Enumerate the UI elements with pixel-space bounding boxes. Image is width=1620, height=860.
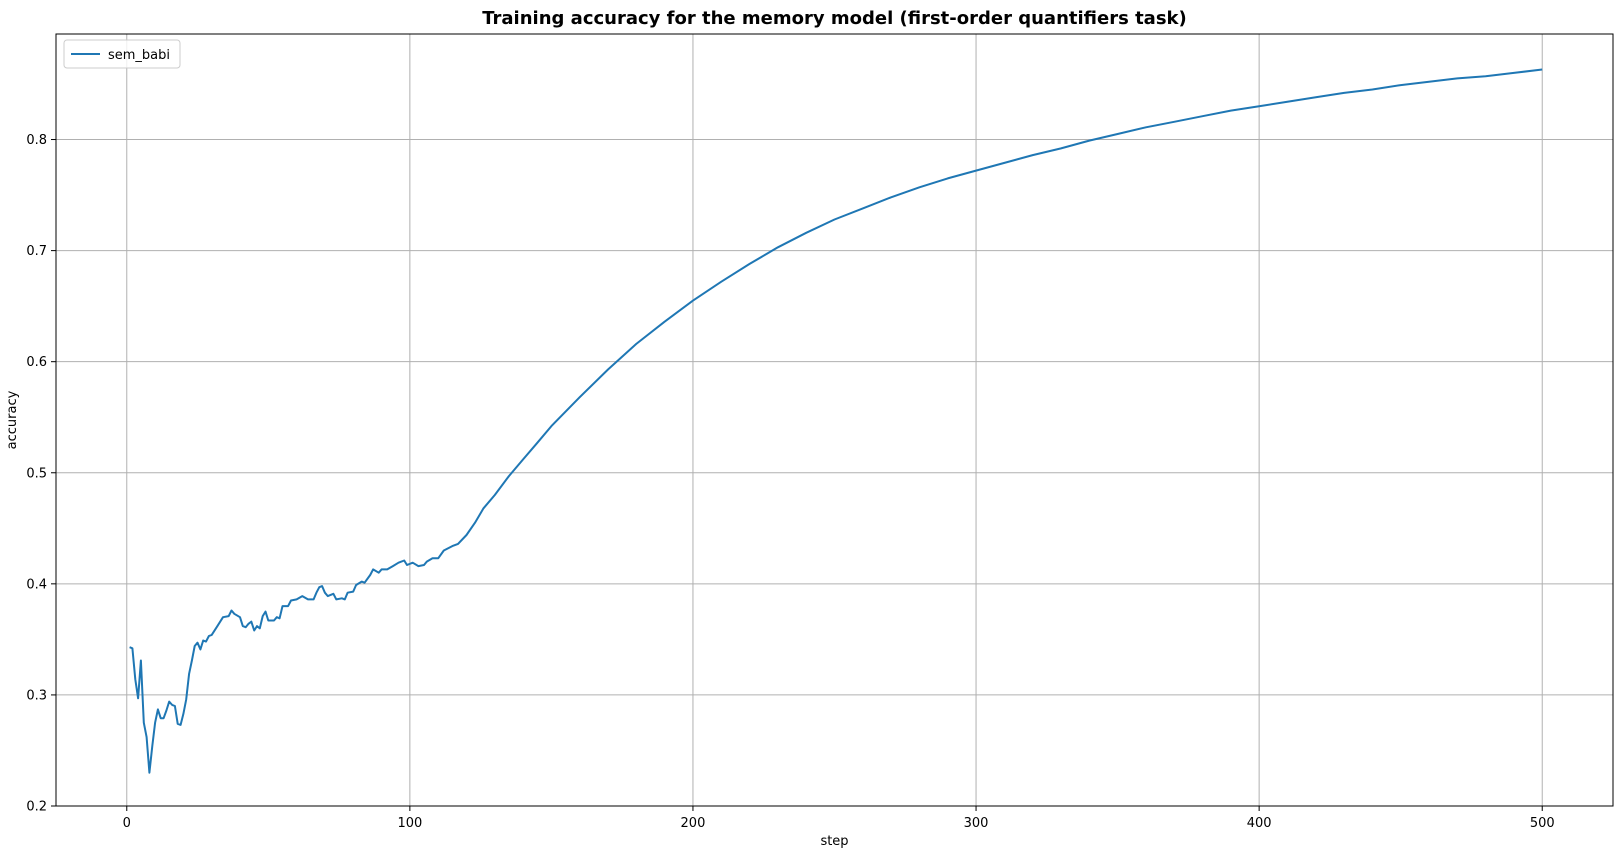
y-tick-label: 0.8 (26, 133, 47, 148)
y-tick-label: 0.3 (26, 688, 47, 703)
plot-frame (55, 33, 1614, 807)
x-tick-label: 300 (964, 816, 989, 831)
legend-label-sem-babi: sem_babi (108, 48, 170, 63)
y-tick-label: 0.5 (26, 466, 47, 481)
x-tick-label: 0 (123, 816, 131, 831)
y-tick-label: 0.4 (26, 577, 47, 592)
x-tick-label: 400 (1247, 816, 1272, 831)
chart-title: Training accuracy for the memory model (… (482, 8, 1187, 29)
axis-ticks: 0 100 200 300 400 500 0.2 0.3 0.4 0.5 0.6 0.7 0.8 (26, 133, 1554, 831)
legend-box (63, 39, 181, 69)
y-tick-label: 0.7 (26, 244, 47, 259)
y-tick-label: 0.6 (26, 355, 47, 370)
grid-lines (56, 34, 1613, 807)
x-axis-label: step (820, 834, 848, 849)
y-tick-label: 0.2 (26, 800, 47, 815)
series-layer (129, 68, 1543, 774)
x-tick-label: 100 (397, 816, 422, 831)
legend: sem_babi (63, 39, 181, 69)
x-tick-label: 200 (681, 816, 706, 831)
series-line-sem-babi (129, 68, 1543, 774)
x-tick-label: 500 (1530, 816, 1555, 831)
y-axis-label: accuracy (5, 390, 20, 449)
